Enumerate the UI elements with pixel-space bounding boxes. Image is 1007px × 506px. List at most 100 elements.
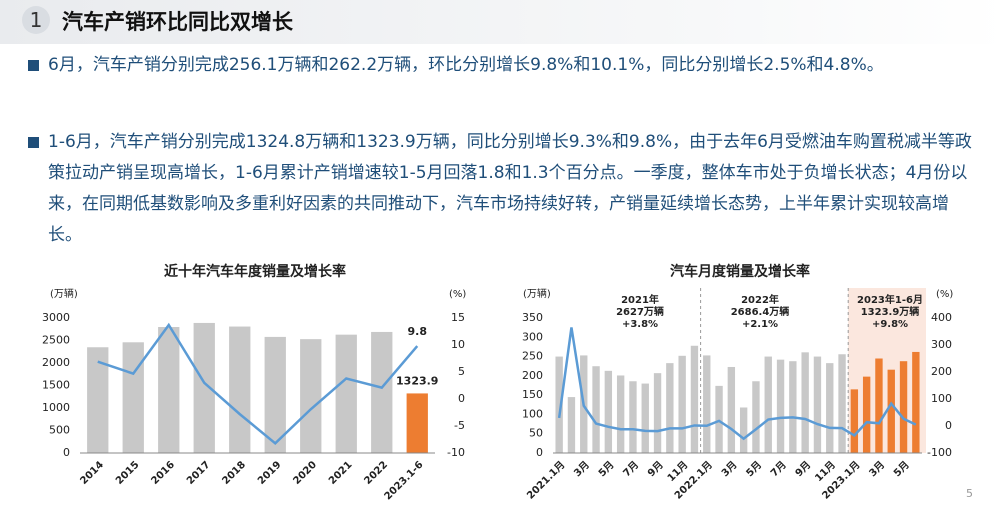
y2-tick-label: -10 [447,446,465,459]
bar [813,356,822,453]
bar [87,347,109,453]
bar [826,363,834,453]
bar [264,336,286,453]
x-tick-label: 2021 [327,459,354,486]
annotation: 2686.4万辆 [731,305,790,318]
annotation: 1323.9万辆 [861,305,920,318]
annotation: +2.1% [742,319,778,330]
bar [335,334,357,453]
bar [300,339,322,453]
chart-title: 汽车月度销量及增长率 [670,263,810,280]
bar [592,366,600,453]
bar [616,375,625,453]
chart-title: 近十年汽车年度销量及增长率 [164,263,346,280]
annotation: 2022年 [741,293,779,306]
y-tick-label: 200 [522,369,543,382]
bar [789,361,797,453]
x-tick-label: 5月 [596,459,616,479]
bullet: 6月，汽车产销分别完成256.1万辆和262.2万辆，环比分别增长9.8%和10… [26,50,976,81]
y-tick-label: 300 [522,330,543,343]
y-tick-label: 2000 [42,356,70,369]
x-tick-label: 5月 [891,459,911,479]
line [97,322,419,445]
bar [653,373,662,453]
bar [862,376,871,453]
bar [666,363,674,453]
line [557,327,917,441]
bar [158,327,180,453]
y2-tick-label: 100 [931,392,952,405]
bar [776,359,785,453]
bar [641,383,649,453]
y2-tick-label: 15 [451,311,465,324]
bar [555,356,563,453]
x-tick-label: 2016 [150,459,177,486]
annotation: +9.8% [872,319,908,330]
x-tick-label: 2018 [221,459,248,486]
bar [727,366,736,453]
x-tick-label: 2022 [363,459,390,486]
annotation: +3.8% [622,319,658,330]
y2-tick-label: 0 [458,392,465,405]
value-label: 9.8 [408,325,428,338]
bar [887,369,895,453]
bar [838,354,846,453]
y-tick-label: 0 [63,446,70,459]
x-tick-label: 2017 [185,459,212,486]
bar [567,397,576,453]
bar [912,351,920,453]
y-tick-label: 3000 [42,311,70,324]
bar [122,342,144,453]
x-tick-label: 9月 [793,459,813,479]
bar [690,345,699,453]
y-tick-label: 50 [529,427,543,440]
bar [629,381,637,453]
value-label: 1323.9 [396,374,438,387]
y-unit: (万辆) [50,287,78,300]
x-tick-label: 3月 [719,459,739,479]
section-number: 1 [22,6,50,34]
bar [739,407,748,453]
bar [764,356,772,453]
y2-tick-label: 400 [931,311,952,324]
y-tick-label: 2500 [42,334,70,347]
x-tick-label: 2023.1-6 [383,459,426,502]
bar [715,385,723,453]
x-tick-label: 7月 [621,459,641,479]
y-tick-label: 350 [522,311,543,324]
y-tick-label: 0 [536,446,543,459]
bar [752,381,760,453]
y-tick-label: 100 [522,407,543,420]
bar [801,352,809,453]
y2-tick-label: -5 [454,419,465,432]
header-band: 1 汽车产销环比同比双增长 [0,0,1007,44]
annotation: 2627万辆 [616,305,664,318]
x-tick-label: 2021.1月 [525,459,568,502]
bar [406,393,428,453]
y2-tick-label: 200 [931,365,952,378]
bar [899,361,908,453]
x-tick-label: 3月 [867,459,887,479]
x-tick-label: 2015 [114,459,141,486]
y2-tick-label: 5 [458,365,465,378]
x-tick-label: 3月 [572,459,592,479]
page-number: 5 [966,487,973,500]
bar [604,370,613,453]
x-tick-label: 9月 [645,459,665,479]
x-tick-label: 2014 [79,459,106,486]
bar [193,322,215,453]
y-tick-label: 500 [49,424,70,437]
bar [678,355,686,453]
bar [703,355,711,453]
y-tick-label: 1000 [42,401,70,414]
bullet: 1-6月，汽车产销分别完成1324.8万辆和1323.9万辆，同比分别增长9.3… [26,127,976,251]
y2-unit: (%) [936,289,953,300]
y-tick-label: 1500 [42,379,70,392]
bar [371,331,393,453]
y2-tick-label: 0 [945,419,952,432]
y-tick-label: 250 [522,350,543,363]
x-tick-label: 7月 [768,459,788,479]
y-tick-label: 150 [522,388,543,401]
